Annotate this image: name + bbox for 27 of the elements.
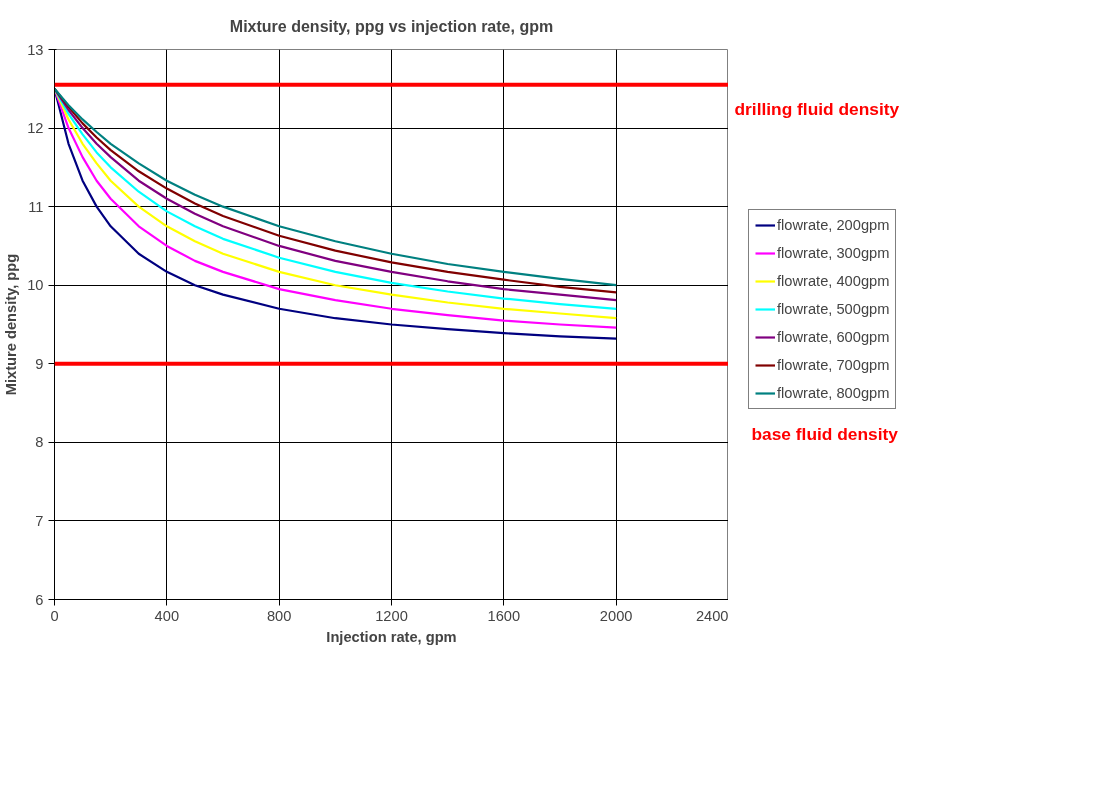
legend-label: flowrate, 800gpm — [777, 385, 890, 401]
x-tick-label: 800 — [266, 607, 292, 624]
y-tick-label: 11 — [28, 198, 44, 215]
x-tick-label: 400 — [154, 607, 180, 624]
y-tick-label: 12 — [27, 120, 44, 137]
legend-label: flowrate, 300gpm — [777, 245, 890, 261]
x-tick-label: 2400 — [695, 607, 729, 624]
y-axis-title: Mixture density, ppg — [3, 253, 20, 396]
ref-line-label: drilling fluid density — [734, 98, 900, 119]
x-axis-title: Injection rate, gpm — [326, 628, 457, 645]
x-tick-label: 2000 — [599, 607, 633, 624]
legend-label: flowrate, 700gpm — [777, 357, 890, 373]
y-tick-label: 9 — [35, 355, 44, 372]
x-tick-label: 0 — [50, 607, 59, 624]
y-tick-label: 8 — [35, 434, 44, 451]
legend-label: flowrate, 500gpm — [777, 301, 890, 317]
legend-label: flowrate, 600gpm — [777, 329, 890, 345]
ref-line-label: base fluid density — [751, 423, 899, 444]
x-tick-label: 1600 — [487, 607, 521, 624]
y-tick-label: 13 — [27, 41, 44, 58]
chart-title: Mixture density, ppg vs injection rate, gpm — [229, 17, 554, 35]
legend-label: flowrate, 400gpm — [777, 273, 890, 289]
y-tick-label: 6 — [35, 591, 44, 608]
y-tick-label: 10 — [27, 277, 44, 294]
y-tick-label: 7 — [35, 512, 44, 529]
x-tick-label: 1200 — [375, 607, 408, 624]
legend-label: flowrate, 200gpm — [777, 217, 890, 233]
